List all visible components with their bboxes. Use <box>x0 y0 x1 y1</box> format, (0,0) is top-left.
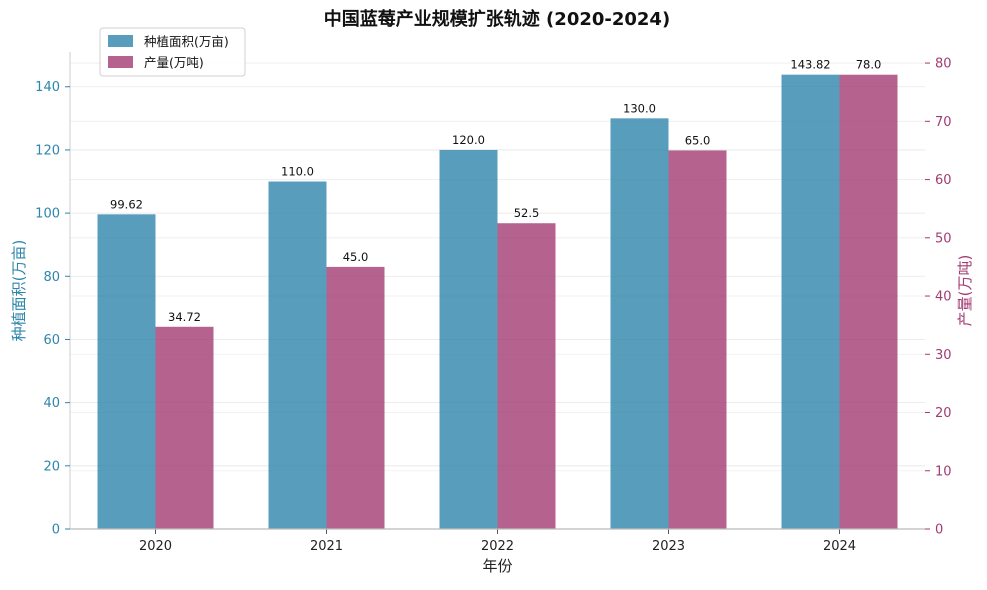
y-right-tick-label: 30 <box>935 348 952 363</box>
legend-swatch <box>108 35 133 47</box>
bar-label-output: 52.5 <box>514 206 540 220</box>
x-tick-label: 2020 <box>139 539 172 554</box>
y-right-tick-label: 40 <box>935 290 952 305</box>
bar-output <box>155 326 214 529</box>
bar-area <box>439 149 498 529</box>
bar-label-area: 110.0 <box>281 165 314 179</box>
bar-label-area: 143.82 <box>790 58 830 72</box>
legend-box <box>99 27 246 77</box>
bar-output <box>839 74 898 529</box>
bar-label-output: 65.0 <box>685 133 711 147</box>
y-left-tick-label: 40 <box>43 396 60 411</box>
y-right-tick-label: 70 <box>935 115 952 130</box>
y-left-axis-title: 种植面积(万亩) <box>10 240 28 342</box>
legend-label: 产量(万吨) <box>144 55 204 70</box>
bar-label-output: 34.72 <box>168 310 201 324</box>
y-right-axis-title: 产量(万吨) <box>956 255 974 327</box>
y-right-tick-label: 50 <box>935 231 952 246</box>
y-left-tick-label: 80 <box>43 270 60 285</box>
bar-label-area: 130.0 <box>623 101 656 115</box>
y-right-tick-label: 20 <box>935 406 952 421</box>
x-tick-label: 2024 <box>823 539 856 554</box>
y-left-tick-label: 120 <box>35 143 60 158</box>
y-right-tick-label: 60 <box>935 173 952 188</box>
x-tick-label: 2023 <box>652 539 685 554</box>
x-tick-label: 2022 <box>481 539 514 554</box>
x-tick-label: 2021 <box>310 539 343 554</box>
bar-area <box>268 181 327 530</box>
bar-area <box>781 74 840 530</box>
y-left-tick-label: 100 <box>35 207 60 222</box>
bar-output <box>326 266 385 529</box>
y-left-tick-label: 140 <box>35 80 60 95</box>
y-left-tick-label: 0 <box>52 523 60 538</box>
y-right-tick-label: 10 <box>935 464 952 479</box>
bar-label-output: 45.0 <box>343 250 369 264</box>
x-axis-title: 年份 <box>482 557 512 575</box>
bar-output <box>668 150 727 529</box>
bar-label-output: 78.0 <box>856 58 882 72</box>
chart-title: 中国蓝莓产业规模扩张轨迹 (2020-2024) <box>324 8 670 30</box>
y-right-tick-label: 80 <box>935 57 952 72</box>
y-left-tick-label: 60 <box>43 333 60 348</box>
legend-swatch <box>108 56 133 68</box>
bar-output <box>497 223 556 529</box>
bar-label-area: 99.62 <box>110 197 143 211</box>
bar-label-area: 120.0 <box>452 133 485 147</box>
y-right-tick-label: 0 <box>935 523 943 538</box>
bar-area <box>610 118 669 530</box>
legend-label: 种植面积(万亩) <box>144 34 229 49</box>
bar-area <box>97 214 156 530</box>
y-left-tick-label: 20 <box>43 459 60 474</box>
